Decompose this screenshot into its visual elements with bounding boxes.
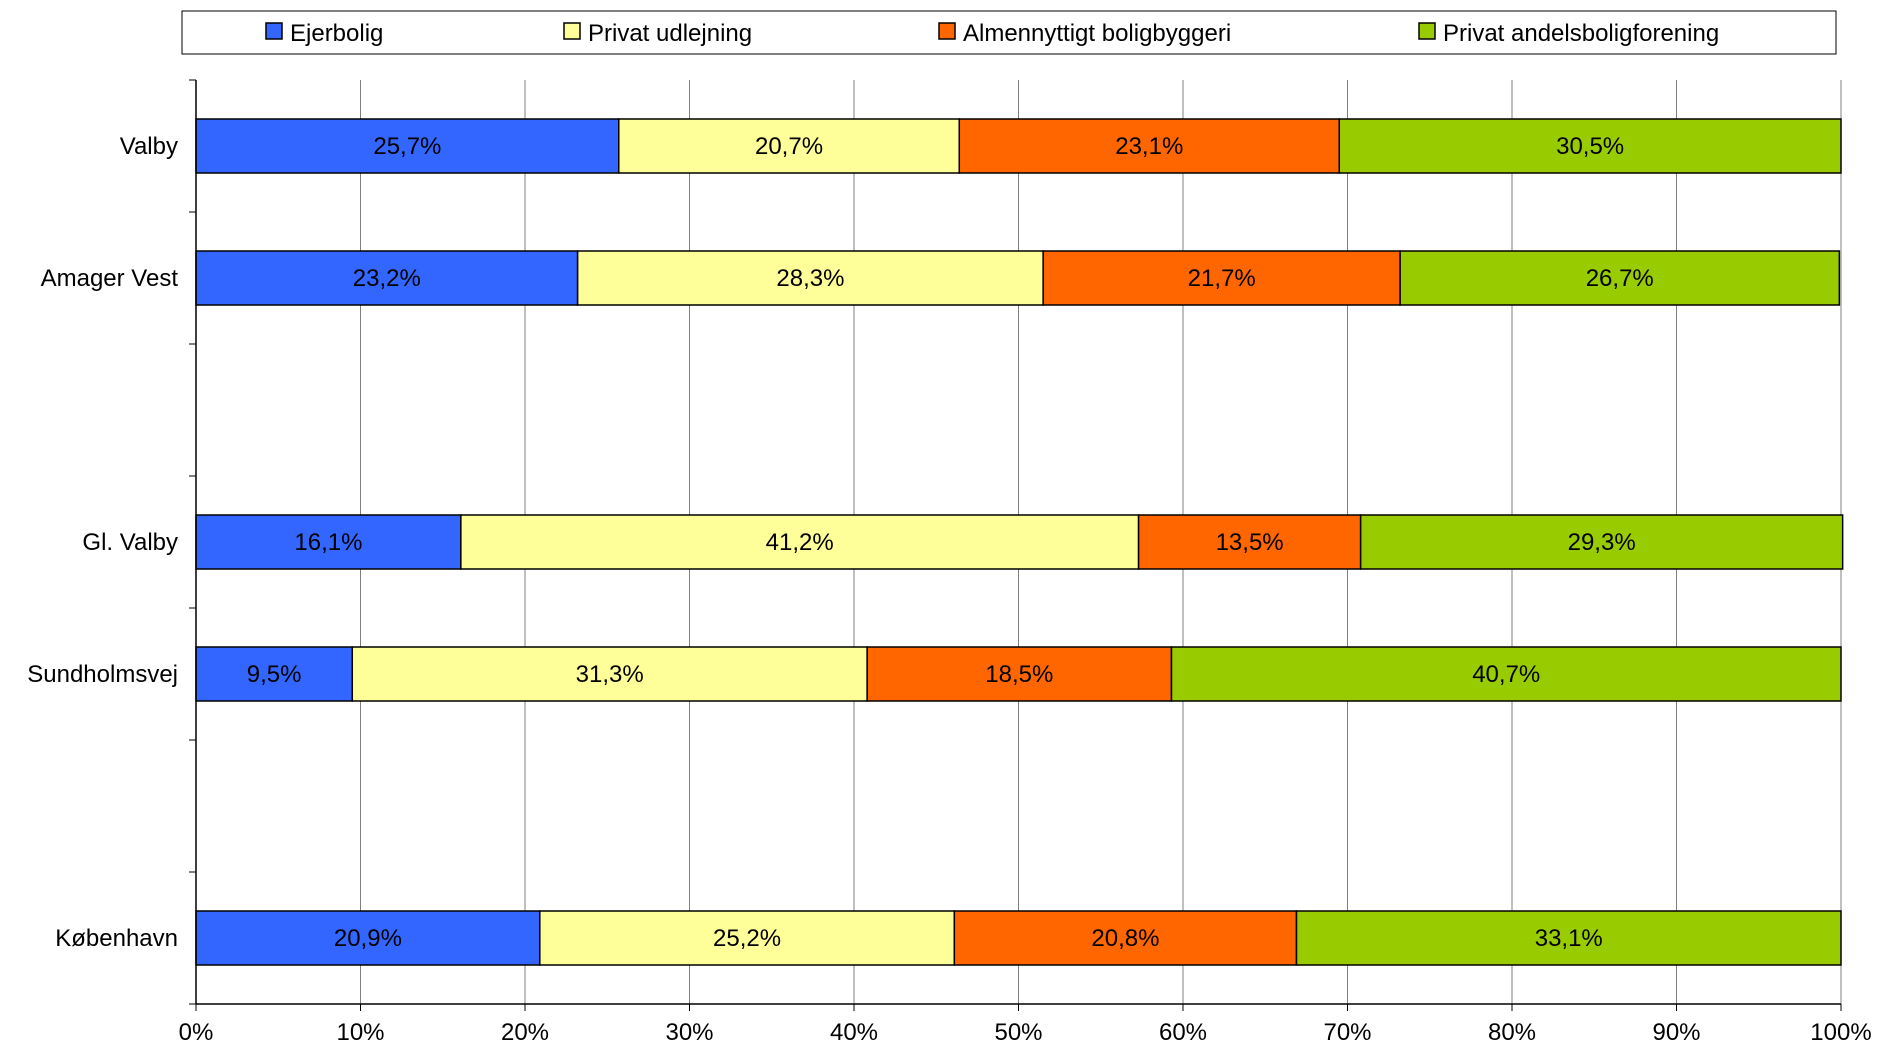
- legend-label: Almennyttigt boligbyggeri: [963, 20, 1231, 47]
- bar-privat-andelsboligforening: [1399, 250, 1841, 306]
- bar-privat-andelsboligforening: [1295, 910, 1842, 966]
- data-label: 33,1%: [1535, 925, 1603, 952]
- bar-privat-udlejning: [460, 514, 1140, 570]
- bar-privat-andelsboligforening: [1338, 118, 1842, 174]
- x-tick-label: 20%: [501, 1019, 549, 1046]
- legend-swatch: [265, 22, 283, 40]
- x-tick-label: 80%: [1488, 1019, 1536, 1046]
- y-category-label: København: [55, 925, 178, 952]
- data-label: 41,2%: [766, 529, 834, 556]
- y-category-label: Amager Vest: [41, 265, 179, 292]
- x-tick-label: 100%: [1810, 1019, 1871, 1046]
- data-label: 16,1%: [294, 529, 362, 556]
- bar-ejerbolig: [195, 514, 462, 570]
- data-label: 20,8%: [1091, 925, 1159, 952]
- legend-item: Ejerbolig: [265, 20, 383, 47]
- data-label: 25,7%: [373, 133, 441, 160]
- legend-swatch: [938, 22, 956, 40]
- y-category-label: Valby: [120, 133, 178, 160]
- legend-swatch: [563, 22, 581, 40]
- bar-privat-andelsboligforening: [1359, 514, 1844, 570]
- data-label: 20,9%: [334, 925, 402, 952]
- x-tick-label: 60%: [1159, 1019, 1207, 1046]
- bar-ejerbolig: [195, 646, 354, 702]
- legend-label: Privat andelsboligforening: [1443, 20, 1719, 47]
- bar-privat-udlejning: [351, 646, 868, 702]
- data-label: 29,3%: [1568, 529, 1636, 556]
- bar-privat-udlejning: [576, 250, 1044, 306]
- bar-privat-udlejning: [618, 118, 961, 174]
- legend-label: Privat udlejning: [588, 20, 752, 47]
- x-tick-label: 40%: [830, 1019, 878, 1046]
- legend-item: Privat udlejning: [563, 20, 752, 47]
- data-label: 28,3%: [776, 265, 844, 292]
- bar-almennyttigt-boligbyggeri: [1042, 250, 1401, 306]
- y-category-label: Sundholmsvej: [27, 661, 178, 688]
- data-label: 9,5%: [247, 661, 302, 688]
- bars: 25,7% 20,7% 23,1% 30,5% 23,2% 28,3% 21,7% 26,7%…: [195, 118, 1844, 966]
- x-tick-label: 10%: [336, 1019, 384, 1046]
- data-label: 20,7%: [755, 133, 823, 160]
- legend-label: Ejerbolig: [290, 20, 383, 47]
- x-tick-label: 30%: [665, 1019, 713, 1046]
- data-label: 25,2%: [713, 925, 781, 952]
- x-tick-label: 70%: [1323, 1019, 1371, 1046]
- data-label: 18,5%: [985, 661, 1053, 688]
- x-tick-label: 90%: [1652, 1019, 1700, 1046]
- data-label: 26,7%: [1586, 265, 1654, 292]
- bar-privat-andelsboligforening: [1170, 646, 1842, 702]
- data-label: 13,5%: [1216, 529, 1284, 556]
- y-category-label: Gl. Valby: [82, 529, 178, 556]
- legend-item: Almennyttigt boligbyggeri: [938, 20, 1231, 47]
- legend: Ejerbolig Privat udlejning Almennyttigt bo…: [181, 10, 1837, 55]
- data-label: 23,2%: [353, 265, 421, 292]
- data-label: 30,5%: [1556, 133, 1624, 160]
- data-label: 21,7%: [1188, 265, 1256, 292]
- bar-almennyttigt-boligbyggeri: [953, 910, 1298, 966]
- legend-item: Privat andelsboligforening: [1418, 20, 1719, 47]
- legend-swatch: [1418, 22, 1436, 40]
- bar-ejerbolig: [195, 250, 579, 306]
- axes: 0% 10% 20% 30% 40% 50% 60% 70% 80% 90% 100% Valby Am…: [27, 79, 1872, 1046]
- bar-almennyttigt-boligbyggeri: [958, 118, 1341, 174]
- legend-box: [181, 10, 1837, 55]
- x-tick-label: 50%: [994, 1019, 1042, 1046]
- data-label: 23,1%: [1115, 133, 1183, 160]
- bar-privat-udlejning: [539, 910, 956, 966]
- data-label: 40,7%: [1472, 661, 1540, 688]
- data-label: 31,3%: [576, 661, 644, 688]
- x-tick-label: 0%: [179, 1019, 214, 1046]
- bar-ejerbolig: [195, 118, 620, 174]
